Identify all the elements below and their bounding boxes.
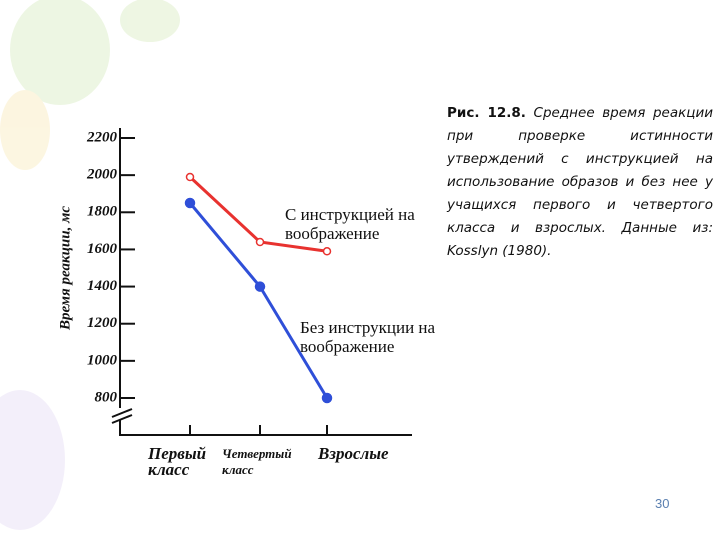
series-label: С инструкцией на воображение bbox=[285, 205, 415, 243]
marker bbox=[321, 392, 333, 404]
page-number: 30 bbox=[655, 496, 670, 511]
marker bbox=[322, 247, 332, 256]
y-tick-label: 1600 bbox=[87, 241, 118, 257]
marker bbox=[185, 172, 195, 182]
caption: Рис. 12.8. Среднее время реакции при про… bbox=[447, 102, 713, 263]
y-tick-label: 2000 bbox=[86, 167, 118, 183]
y-tick-label: 1800 bbox=[87, 204, 118, 220]
x-tick-label: Взрослые bbox=[318, 444, 389, 463]
axis-break bbox=[111, 414, 133, 424]
y-tick-label: 1200 bbox=[87, 315, 118, 331]
marker bbox=[255, 237, 265, 247]
marker bbox=[254, 281, 266, 292]
y-tick-label: 1000 bbox=[87, 352, 118, 368]
marker bbox=[184, 197, 196, 209]
decor bbox=[0, 0, 180, 530]
y-tick-label: 800 bbox=[95, 389, 118, 405]
axis-break bbox=[111, 408, 133, 418]
caption-text: Среднее время реакции при проверке истин… bbox=[447, 105, 713, 259]
x-tick-label: Четвертый класс bbox=[222, 446, 292, 477]
y-tick-label: 2200 bbox=[86, 129, 118, 145]
y-axis-label: Время реакции, мс bbox=[57, 206, 73, 331]
series-label: Без инструкции на воображение bbox=[300, 318, 436, 356]
caption-label: Рис. 12.8. bbox=[447, 105, 526, 121]
y-tick-label: 1400 bbox=[87, 278, 118, 294]
x-tick-label: Первый класс bbox=[148, 444, 207, 479]
